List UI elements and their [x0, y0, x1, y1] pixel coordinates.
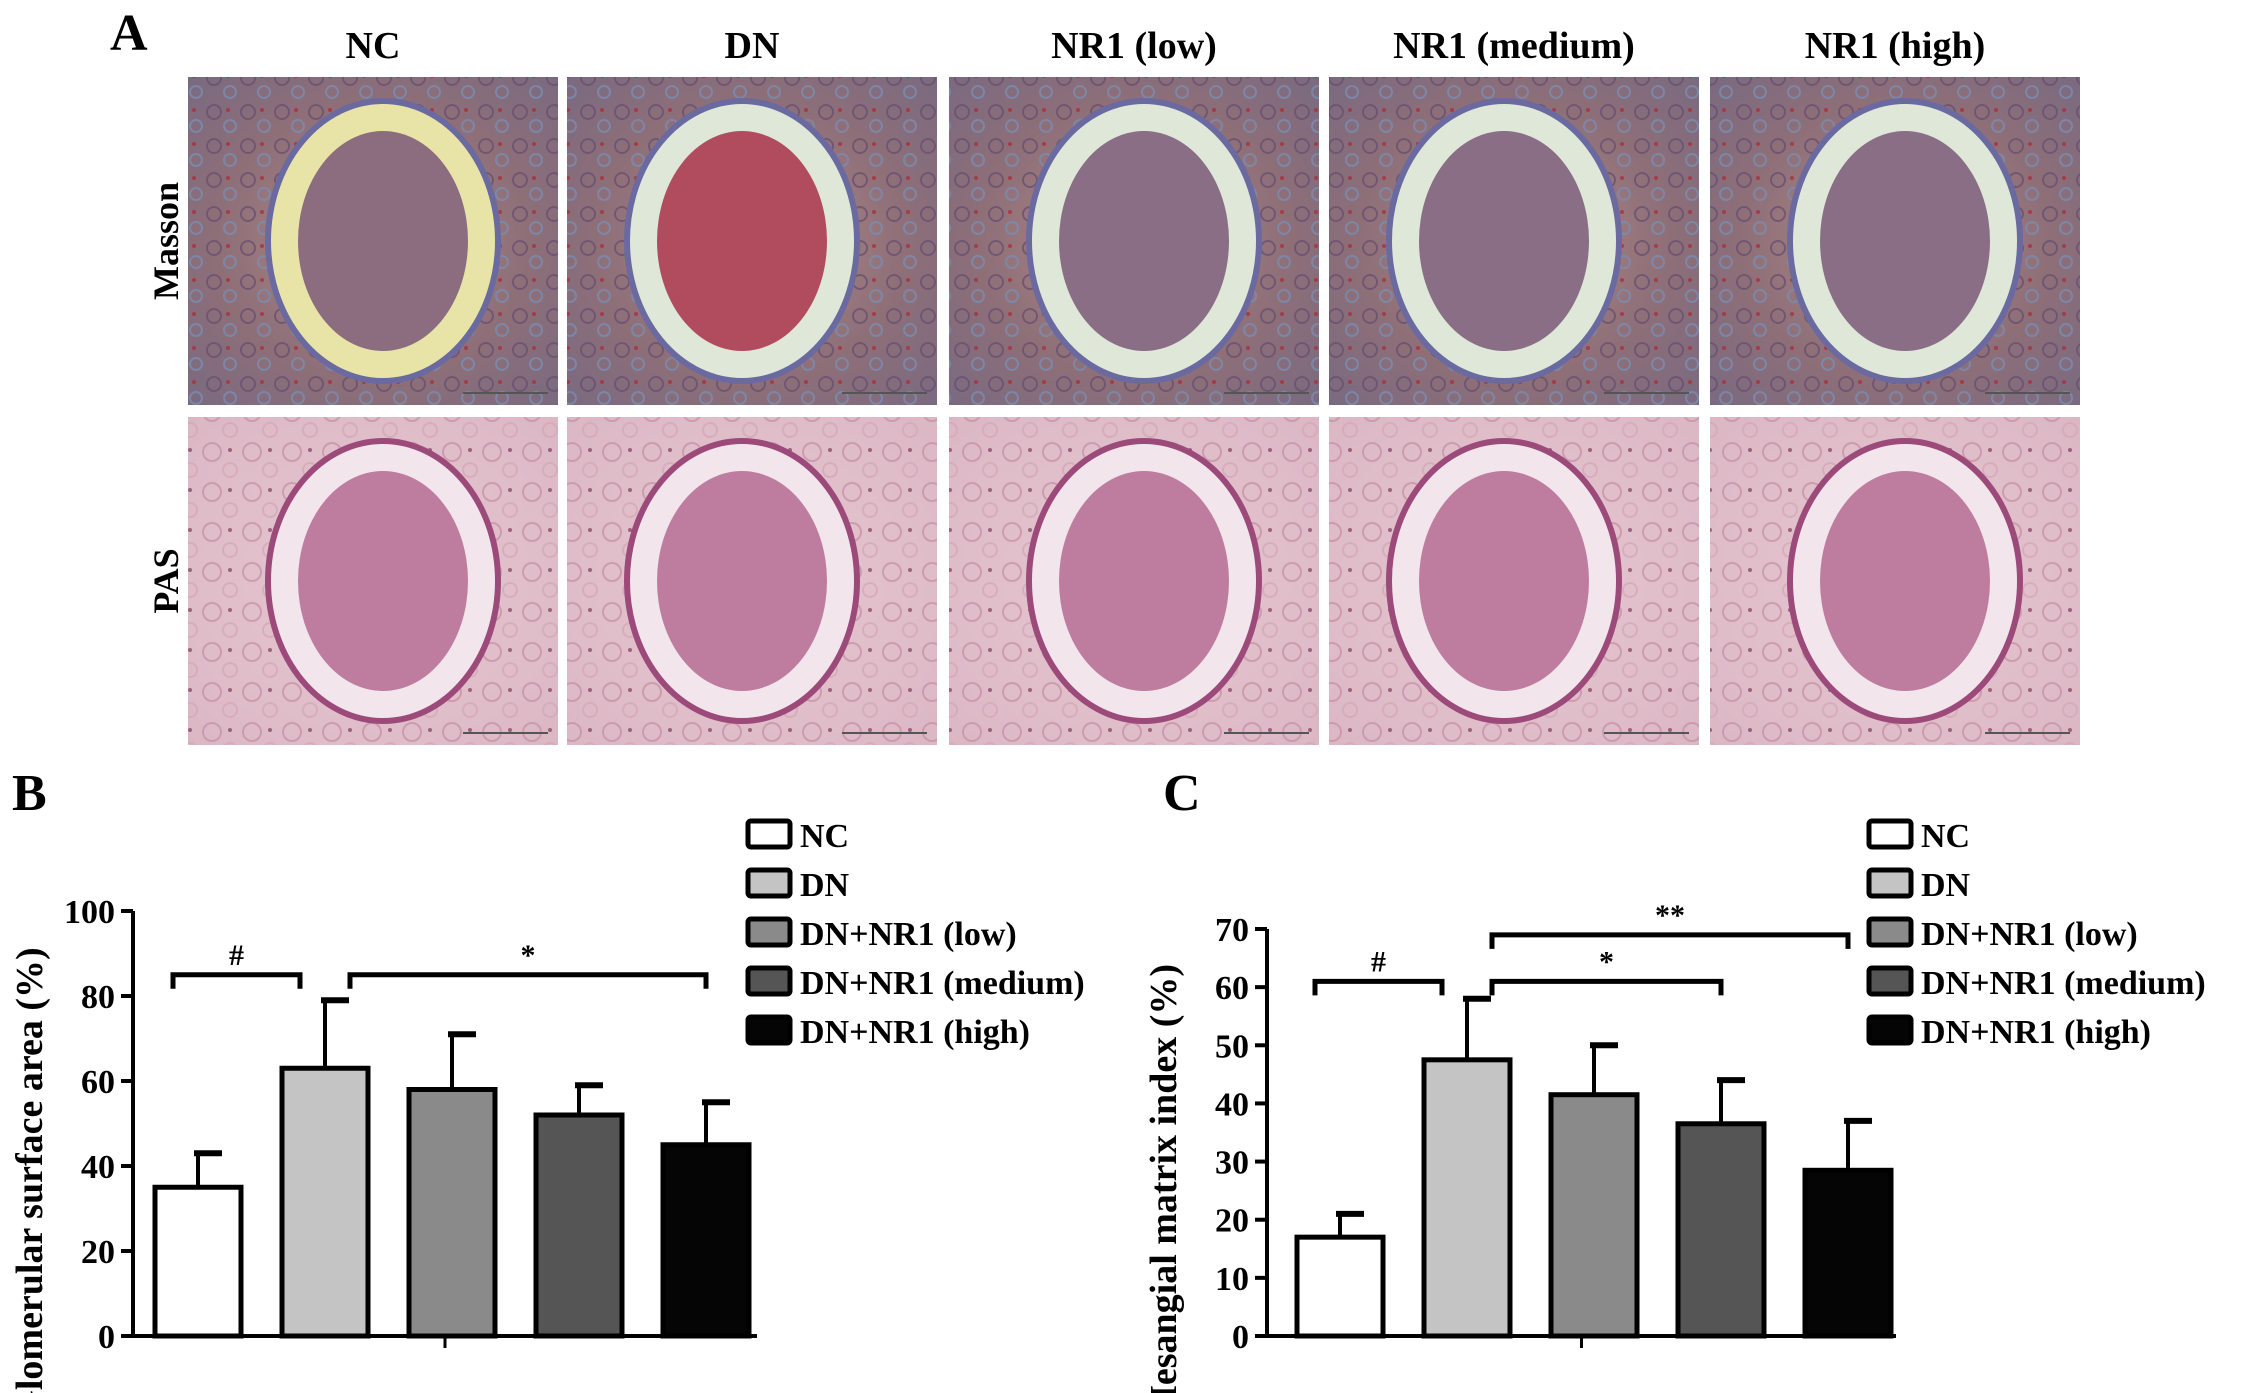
- y-tick-label: 20: [1215, 1203, 1249, 1240]
- y-tick-label: 100: [64, 894, 115, 931]
- legend-label: DN: [800, 867, 850, 904]
- panel-label: C: [1163, 765, 1201, 822]
- significance-label: *: [1599, 945, 1614, 978]
- bar-dn-nr1-low-: [1548, 1092, 1640, 1339]
- bar-nc: [152, 1184, 244, 1339]
- micrograph-pas-4: [1710, 417, 2080, 745]
- y-axis-label: Glomerular surface area (%): [9, 947, 51, 1393]
- y-tick-label: 60: [81, 1064, 115, 1101]
- legend-swatch: [1866, 916, 1914, 948]
- glomerulus: [1419, 131, 1589, 351]
- legend-label: NC: [1921, 818, 1970, 855]
- micrograph-masson-4: [1710, 77, 2080, 405]
- legend-swatch: [745, 1014, 793, 1046]
- bar-dn-nr1-low-: [406, 1087, 498, 1339]
- column-header: NR1 (low): [1051, 25, 1217, 67]
- glomerulus: [298, 131, 468, 351]
- y-tick-label: 70: [1215, 912, 1249, 949]
- significance-label: #: [229, 939, 244, 972]
- legend-label: DN+NR1 (low): [1921, 916, 2138, 953]
- legend-swatch: [1866, 965, 1914, 997]
- legend-swatch: [745, 965, 793, 997]
- micrograph-masson-1: [567, 77, 937, 405]
- column-header: NR1 (high): [1805, 25, 1986, 67]
- panel-label: B: [12, 765, 47, 822]
- panel-a: A NC DN NR1 (low) NR1 (medium) NR1 (high) Mas…: [110, 5, 2080, 745]
- bar-dn: [1421, 1057, 1513, 1339]
- legend-swatch: [1866, 1014, 1914, 1046]
- column-header: NR1 (medium): [1393, 25, 1635, 67]
- significance-label: #: [1371, 945, 1386, 978]
- legend-label: DN+NR1 (high): [800, 1014, 1030, 1051]
- micrograph-pas-0: [188, 417, 558, 745]
- glomerulus: [298, 471, 468, 691]
- significance-bracket: [1312, 978, 1445, 996]
- column-header: NC: [346, 25, 401, 67]
- y-tick-label: 40: [81, 1149, 115, 1186]
- glomerulus: [1820, 471, 1990, 691]
- glomerulus: [1059, 471, 1229, 691]
- legend-label: DN+NR1 (medium): [800, 965, 1085, 1002]
- glomerulus: [1820, 131, 1990, 351]
- bar-nc: [1294, 1234, 1386, 1339]
- legend-swatch: [1866, 867, 1914, 899]
- glomerulus: [657, 471, 827, 691]
- bar-dn: [279, 1065, 371, 1339]
- glomerulus: [1419, 471, 1589, 691]
- legend-swatch: [745, 818, 793, 850]
- micrograph-pas-2: [949, 417, 1319, 745]
- legend-swatch: [745, 867, 793, 899]
- micrograph-masson-2: [949, 77, 1319, 405]
- legend-swatch: [1866, 818, 1914, 850]
- y-tick-label: 30: [1215, 1145, 1249, 1182]
- legend-label: DN+NR1 (high): [1921, 1014, 2151, 1051]
- row-label: Masson: [146, 182, 186, 300]
- legend-swatch: [745, 916, 793, 948]
- y-tick-label: 10: [1215, 1261, 1249, 1298]
- chart-b: B Glomerular surface area (%) 0 20 40 60 80 100…: [9, 765, 1085, 1393]
- micrograph-masson-0: [188, 77, 558, 405]
- legend-label: DN+NR1 (low): [800, 916, 1017, 953]
- glomerulus: [1059, 131, 1229, 351]
- bar-dn-nr1-high-: [660, 1142, 752, 1339]
- significance-bracket: [347, 972, 709, 989]
- legend-label: DN+NR1 (medium): [1921, 965, 2206, 1002]
- glomerulus: [657, 131, 827, 351]
- significance-label: **: [1655, 899, 1685, 932]
- legend-label: DN: [1921, 867, 1971, 904]
- micrograph-pas-3: [1329, 417, 1699, 745]
- bar-dn-nr1-medium-: [533, 1112, 625, 1339]
- bar-dn-nr1-medium-: [1675, 1121, 1767, 1339]
- significance-bracket: [170, 972, 303, 989]
- significance-label: *: [521, 939, 536, 972]
- y-tick-label: 40: [1215, 1086, 1249, 1123]
- y-tick-label: 0: [1232, 1319, 1249, 1356]
- y-tick-label: 0: [98, 1319, 115, 1356]
- bar-dn-nr1-high-: [1802, 1167, 1894, 1339]
- row-label: PAS: [146, 548, 186, 613]
- y-tick-label: 20: [81, 1234, 115, 1271]
- y-tick-label: 80: [81, 979, 115, 1016]
- panel-a-label: A: [110, 5, 148, 62]
- micrograph-pas-1: [567, 417, 937, 745]
- y-axis-label: Mesangial matrix index (%): [1143, 964, 1185, 1393]
- micrograph-masson-3: [1329, 77, 1699, 405]
- significance-bracket: [1489, 932, 1851, 949]
- column-header: DN: [725, 25, 780, 67]
- y-tick-label: 60: [1215, 970, 1249, 1007]
- y-tick-label: 50: [1215, 1028, 1249, 1065]
- chart-c: C Mesangial matrix index (%) 0 10 20 30 40 50 60…: [1143, 765, 2206, 1393]
- legend-label: NC: [800, 818, 849, 855]
- significance-bracket: [1489, 978, 1724, 996]
